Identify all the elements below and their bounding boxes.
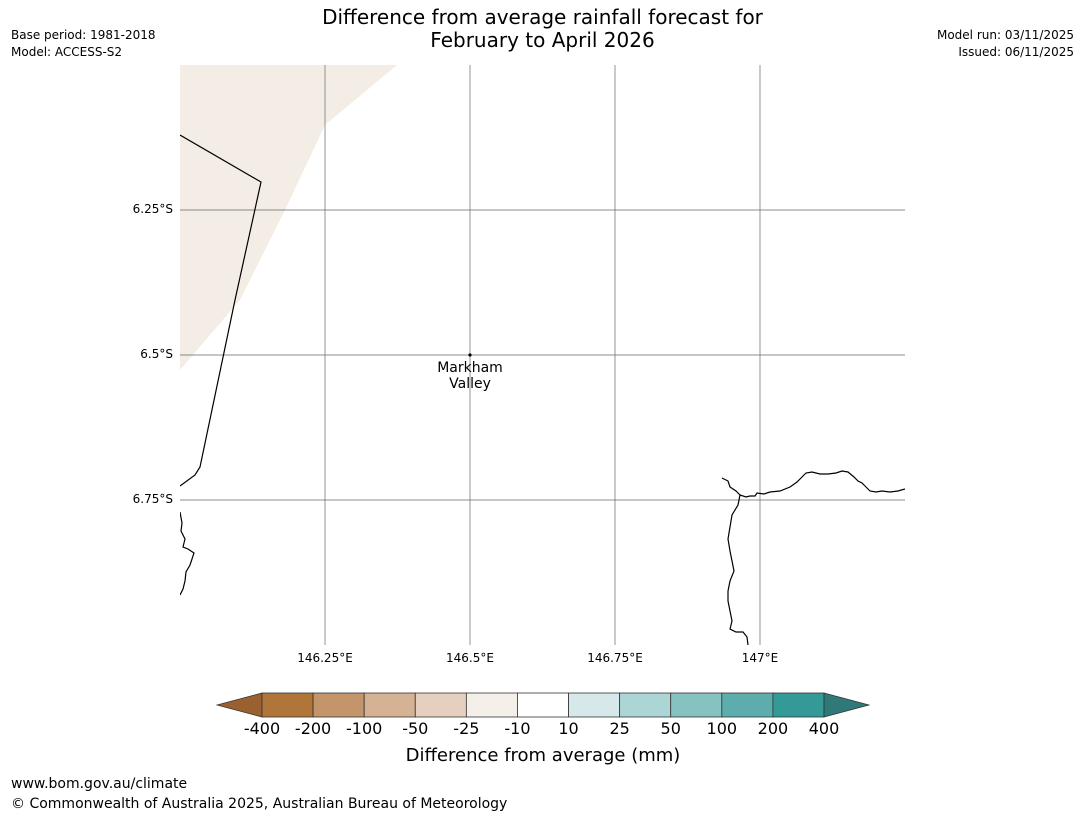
colorbar-tick-label: 25 xyxy=(609,719,630,738)
colorbar-tick-label: -10 xyxy=(504,719,531,738)
place-name-line-2: Valley xyxy=(449,376,491,392)
latitude-label-6-75: 6.75°S xyxy=(132,492,173,506)
longitude-label-146-25: 146.25°E xyxy=(297,651,353,665)
place-name-line-1: Markham xyxy=(437,360,503,376)
colorbar-tick-label: 10 xyxy=(558,719,579,738)
colorbar-segment xyxy=(414,692,467,718)
colorbar-segment xyxy=(619,692,672,718)
province-boundary-line xyxy=(180,134,262,487)
colorbar-tick-label: 200 xyxy=(757,719,789,738)
colorbar-segment xyxy=(721,692,774,718)
footer-website: www.bom.gov.au/climate xyxy=(11,776,188,792)
colorbar-segment xyxy=(465,692,518,718)
footer-copyright: © Commonwealth of Australia 2025, Austra… xyxy=(11,796,508,812)
base-period-text: Base period: 1981-2018 xyxy=(11,28,156,42)
rainfall-map xyxy=(180,65,905,645)
colorbar-segment xyxy=(363,692,416,718)
colorbar-segment xyxy=(568,692,621,718)
colorbar-tick-label: -200 xyxy=(294,719,332,738)
colorbar-title: Difference from average (mm) xyxy=(405,745,681,766)
colorbar-segment xyxy=(772,692,825,718)
model-run-text: Model run: 03/11/2025 xyxy=(936,28,1074,42)
longitude-label-146-75: 146.75°E xyxy=(587,651,643,665)
colorbar-extend-low xyxy=(216,692,263,718)
map-boundaries xyxy=(180,134,905,645)
latitude-label-6-25: 6.25°S xyxy=(132,202,173,216)
colorbar-tick-label: -100 xyxy=(346,719,383,738)
forecast-info-right: Model run: 03/11/2025 Issued: 06/11/2025 xyxy=(937,27,1074,61)
colorbar-tick-label: 400 xyxy=(808,719,840,738)
colorbar-tick-label: 50 xyxy=(660,719,681,738)
page-title: Difference from average rainfall forecas… xyxy=(180,6,905,52)
colorbar-segments xyxy=(261,692,825,718)
colorbar xyxy=(216,692,870,718)
colorbar-segment xyxy=(261,692,314,718)
latitude-label-6-5: 6.5°S xyxy=(140,347,173,361)
forecast-info-left: Base period: 1981-2018 Model: ACCESS-S2 xyxy=(11,27,156,61)
issued-text: Issued: 06/11/2025 xyxy=(958,45,1074,59)
colorbar-tick-label: -400 xyxy=(243,719,281,738)
colorbar-segment xyxy=(670,692,723,718)
colorbar-tick-label: 100 xyxy=(706,719,738,738)
coastline-east xyxy=(721,470,905,645)
colorbar-segment xyxy=(312,692,365,718)
shaded-rainfall-region xyxy=(180,65,397,370)
title-line-2: February to April 2026 xyxy=(430,28,655,52)
place-label-markham-valley: Markham Valley xyxy=(437,360,503,392)
markham-valley-marker xyxy=(468,353,472,357)
colorbar-segment xyxy=(517,692,569,718)
longitude-label-146-5: 146.5°E xyxy=(446,651,494,665)
model-text: Model: ACCESS-S2 xyxy=(11,45,123,59)
colorbar-extend-high xyxy=(823,692,870,718)
longitude-label-147: 147°E xyxy=(741,651,779,665)
coastline-west xyxy=(180,511,195,596)
colorbar-tick-label: -25 xyxy=(453,719,480,738)
title-line-1: Difference from average rainfall forecas… xyxy=(322,5,763,29)
colorbar-tick-label: -50 xyxy=(402,719,429,738)
